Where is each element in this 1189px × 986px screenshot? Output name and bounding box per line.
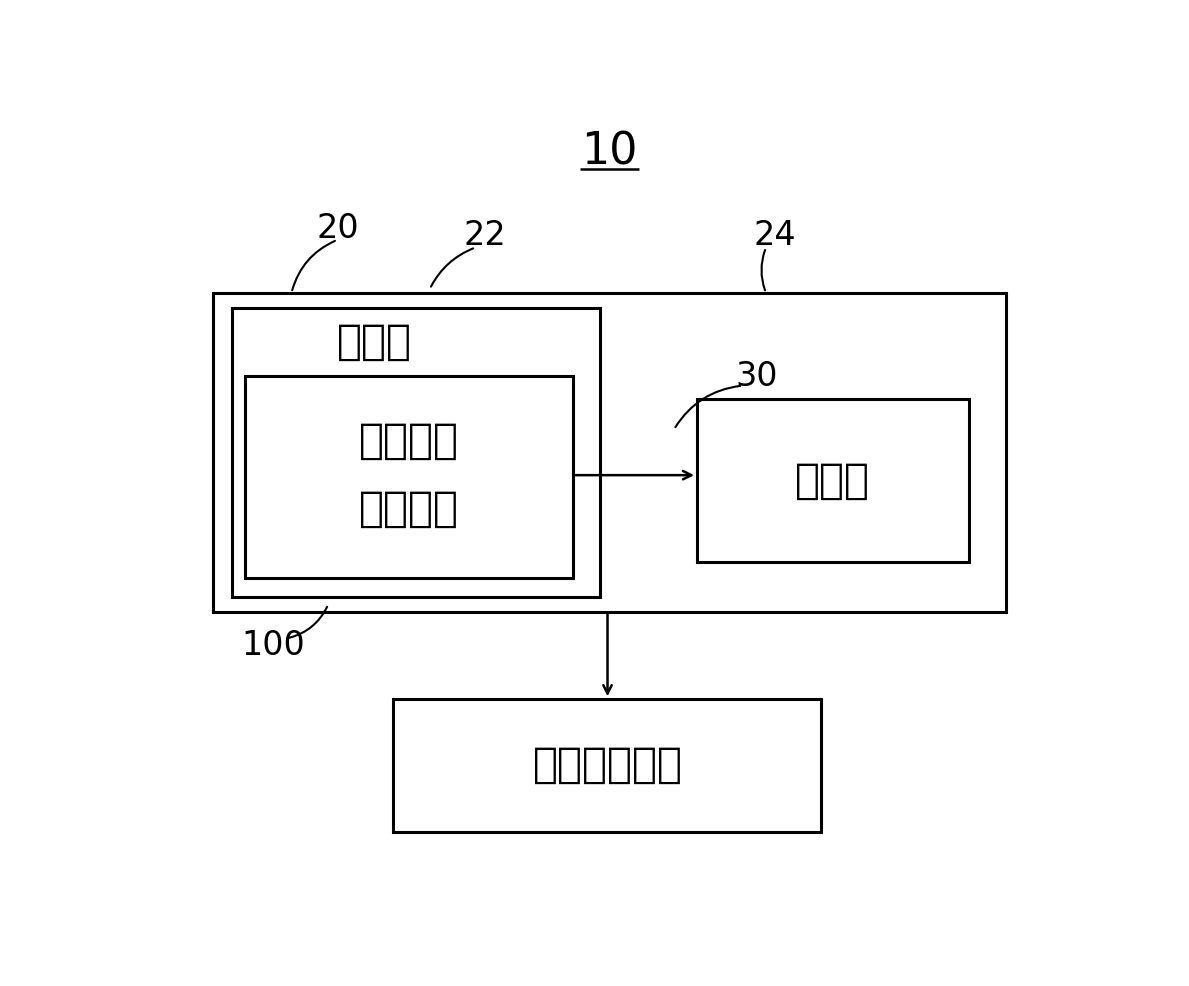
- Bar: [245, 377, 573, 578]
- Bar: [232, 309, 600, 597]
- Text: 存储器: 存储器: [336, 321, 411, 363]
- Text: 22: 22: [464, 220, 507, 252]
- Text: 需求扭矩: 需求扭矩: [359, 420, 459, 462]
- Text: 100: 100: [241, 629, 304, 663]
- Bar: [697, 399, 969, 562]
- Text: 10: 10: [581, 131, 637, 174]
- Text: 20: 20: [316, 212, 359, 245]
- Text: 30: 30: [736, 360, 778, 393]
- Text: 处理器: 处理器: [795, 459, 870, 502]
- Bar: [213, 293, 1006, 611]
- Text: 计算装置: 计算装置: [359, 488, 459, 530]
- Text: 24: 24: [754, 220, 797, 252]
- Bar: [392, 699, 822, 832]
- Text: 电子稳定系统: 电子稳定系统: [533, 744, 682, 786]
